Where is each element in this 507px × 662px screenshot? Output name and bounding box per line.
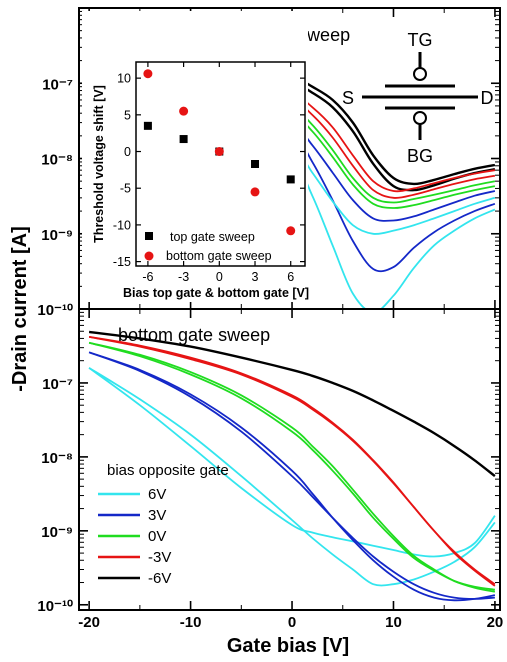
y-axis-label: -Drain current [A] <box>9 226 31 392</box>
legend-label-0v: 0V <box>148 528 166 545</box>
y-tick-label: 10⁻¹⁰ <box>37 598 73 615</box>
x-tick-label: -10 <box>180 614 202 631</box>
s-label: S <box>342 88 354 108</box>
inset-chart: -15 -10 -5 0 5 10 -6 -3 0 3 6 Threshold voltage s… <box>82 11 309 302</box>
inset-legend-top: top gate sweep <box>170 230 255 244</box>
inset-point-bottom-gate <box>286 226 296 236</box>
inset-frame <box>135 61 306 267</box>
inset-y-tick-label: -5 <box>120 182 131 196</box>
inset-x-tick-label: 3 <box>252 270 259 284</box>
x-tick-label: 10 <box>385 614 402 631</box>
y-tick-label: 10⁻⁸ <box>41 152 73 169</box>
inset-legend-bottom: bottom gate sweep <box>166 249 272 263</box>
inset-point-bottom-gate <box>179 106 189 116</box>
series-line-6v-bottom-branch-0 <box>88 367 496 587</box>
inset-x-tick-label: -6 <box>142 270 153 284</box>
legend-label-6v: 6V <box>148 486 166 503</box>
x-axis-label: Gate bias [V] <box>227 635 349 657</box>
series-line-3v-bottom-branch-1 <box>88 336 496 585</box>
inset-background <box>82 11 308 302</box>
inset-point-bottom-gate <box>214 147 224 157</box>
inset-x-label: Bias top gate & bottom gate [V] <box>123 286 309 300</box>
bg-label: BG <box>407 146 433 166</box>
inset-x-tick-label: 6 <box>287 270 294 284</box>
inset-y-label: Threshold voltage shift [V] <box>92 85 106 243</box>
bg-terminal <box>413 111 427 125</box>
series-line-3v-bottom-branch-1 <box>88 351 495 600</box>
x-tick-label: -20 <box>78 614 100 631</box>
inset-legend: top gate sweep bottom gate sweep <box>144 230 272 263</box>
legend: bias opposite gate 6V 3V 0V -3V -6V <box>98 462 229 587</box>
series-line-0v-bottom-branch-1 <box>88 341 496 591</box>
inset-point-top-gate <box>143 121 152 130</box>
series-line-3v-bottom-branch-0 <box>88 351 496 602</box>
inset-y-tick-label: -15 <box>113 255 131 269</box>
d-label: D <box>481 88 494 108</box>
inset-y-axis-ticks: -15 -10 -5 0 5 10 <box>113 72 305 269</box>
inset-point-bottom-gate <box>250 187 260 197</box>
y-tick-label: 10⁻⁹ <box>41 227 73 244</box>
legend-title: bias opposite gate <box>107 462 229 479</box>
inset-x-axis-ticks: -6 -3 0 3 6 <box>142 62 294 284</box>
inset-point-top-gate <box>179 135 188 144</box>
inset-point-top-gate <box>251 160 260 168</box>
y-tick-label: 10⁻⁸ <box>41 450 73 467</box>
tg-terminal <box>413 67 427 81</box>
legend-label-3v: 3V <box>148 507 166 524</box>
inset-x-tick-label: -3 <box>178 270 189 284</box>
inset-points <box>143 69 296 236</box>
inset-y-tick-label: 5 <box>124 108 131 122</box>
inset-point-top-gate <box>286 175 295 184</box>
transistor-diagram: TG BG S D <box>342 30 494 166</box>
bottom-panel-frame <box>78 308 501 611</box>
y-tick-label: 10⁻⁷ <box>42 76 73 93</box>
inset-y-tick-label: 10 <box>117 72 131 86</box>
x-tick-label: 0 <box>288 614 296 631</box>
bottom-panel-y-axis-ticks: 10⁻¹⁰ 10⁻⁹ 10⁻⁸ 10⁻⁷ <box>37 308 500 615</box>
series-line-6v-bottom-branch-1 <box>88 367 496 558</box>
bottom-panel-x-axis-ticks: -20 -10 0 10 20 <box>78 309 503 631</box>
x-tick-label: 20 <box>487 614 504 631</box>
legend-label-3v: -3V <box>148 549 171 566</box>
inset-x-tick-label: 0 <box>216 270 223 284</box>
inset-point-bottom-gate <box>143 69 153 79</box>
legend-label-6v: -6V <box>148 570 171 587</box>
inset-y-tick-label: -10 <box>113 218 131 232</box>
bottom-panel-series <box>88 330 496 602</box>
inset-legend-circle-marker <box>144 251 154 261</box>
top-panel: top gate sweep 10⁻¹⁰ 10⁻⁹ 10⁻⁸ 10⁻⁷ TG BG S… <box>37 7 501 319</box>
tg-label: TG <box>408 30 433 50</box>
y-tick-label: 10⁻¹⁰ <box>37 302 73 319</box>
bottom-panel-title: bottom gate sweep <box>118 325 270 345</box>
inset-y-tick-label: 0 <box>124 145 131 159</box>
inset-legend-square-marker <box>145 232 153 240</box>
y-tick-label: 10⁻⁹ <box>41 524 73 541</box>
series-line-6v-bottom-branch-0 <box>88 330 496 478</box>
y-tick-label: 10⁻⁷ <box>42 376 73 393</box>
